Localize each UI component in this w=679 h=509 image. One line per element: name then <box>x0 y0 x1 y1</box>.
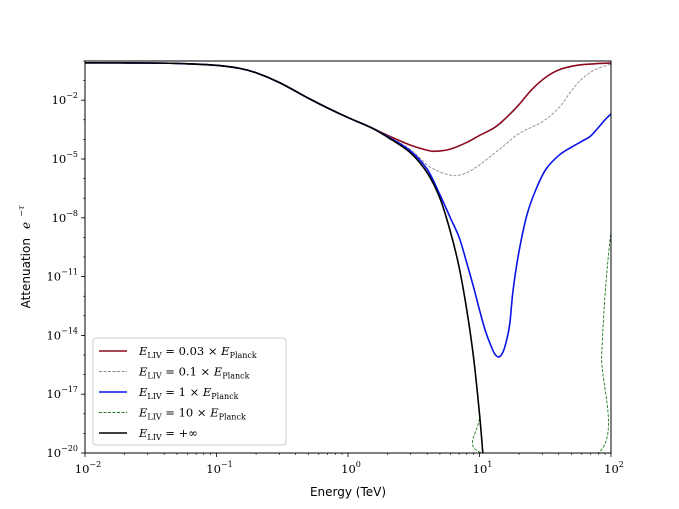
series-layer <box>85 61 611 453</box>
y-tick-label: 10−11 <box>46 268 78 284</box>
y-tick-label: 10−14 <box>46 326 78 342</box>
legend-label-1: ELIV = 0.1 × EPlanck <box>138 365 250 381</box>
y-axis-label: Attenuation e −τ <box>15 205 34 308</box>
legend-box <box>92 337 287 446</box>
legend-label-2: ELIV = 1 × EPlanck <box>138 385 239 401</box>
x-tick-label: 10−1 <box>206 460 232 476</box>
ticks-layer: 10−2 10−1 100 101 102 10−2 10−5 10−8 10−11 10−14 1… <box>46 60 624 476</box>
x-tick-label: 10−2 <box>75 460 101 476</box>
legend-label-0: ELIV = 0.03 × EPlanck <box>138 344 257 360</box>
legend: ELIV = 0.03 × EPlanck ELIV = 0.1 × EPlanc… <box>92 337 287 446</box>
y-axis-label-group: Attenuation e −τ <box>15 205 34 308</box>
x-axis-label: Energy (TeV) <box>310 485 386 499</box>
y-axis-label-text: Attenuation <box>19 238 33 308</box>
legend-label-4: ELIV = +∞ <box>138 426 198 442</box>
series-line-4 <box>85 61 484 453</box>
x-tick-label: 101 <box>473 460 493 476</box>
y-tick-label: 10−8 <box>52 209 78 225</box>
y-axis-label-math: e <box>19 222 33 229</box>
legend-label-3: ELIV = 10 × EPlanck <box>138 406 246 422</box>
y-axis-label-exp: −τ <box>17 205 26 217</box>
x-tick-label: 102 <box>604 460 624 476</box>
y-tick-label: 10−5 <box>52 150 78 166</box>
y-tick-label: 10−17 <box>46 385 78 401</box>
y-tick-label: 10−2 <box>52 91 78 107</box>
y-tick-label: 10−20 <box>46 444 78 460</box>
x-tick-label: 100 <box>341 460 361 476</box>
